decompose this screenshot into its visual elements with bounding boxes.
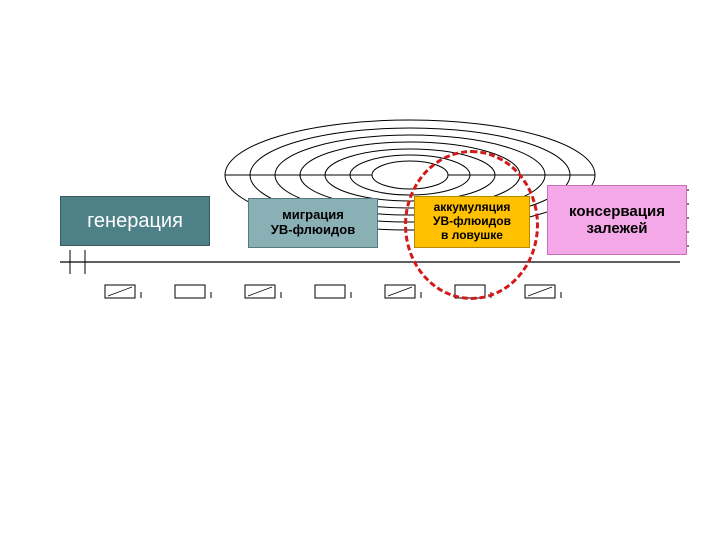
box-generation: генерация [60, 196, 210, 246]
box-conservation: консервациязалежей [547, 185, 687, 255]
box-migration-label: миграцияУВ-флюидов [271, 208, 355, 238]
diagram-stage: генерация миграцияУВ-флюидов аккумуляция… [0, 0, 720, 540]
box-generation-label: генерация [87, 210, 183, 233]
box-conservation-label: консервациязалежей [569, 203, 665, 238]
background-schematic [0, 0, 720, 540]
box-migration: миграцияУВ-флюидов [248, 198, 378, 248]
highlight-ellipse [404, 150, 539, 300]
